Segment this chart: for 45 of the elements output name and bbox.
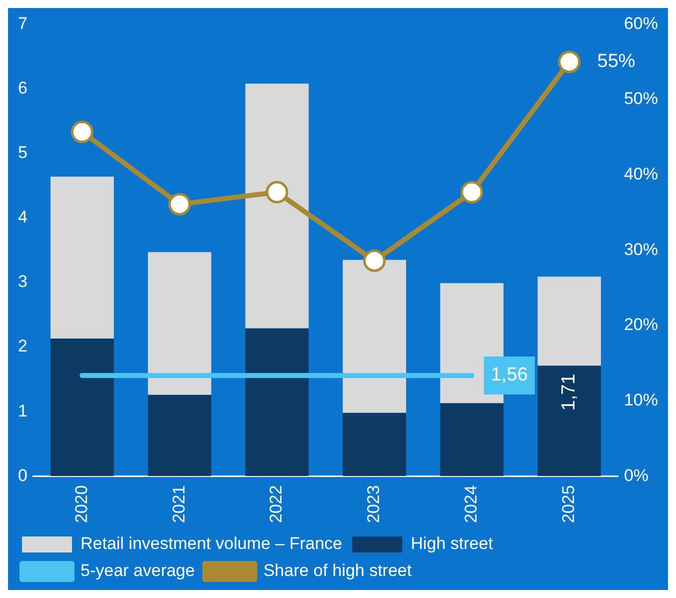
data-label: 1,71 xyxy=(558,374,580,411)
x-tick-label: 2022 xyxy=(266,485,286,524)
point xyxy=(70,120,94,144)
bar xyxy=(538,276,601,366)
y2-tick-label: 10% xyxy=(624,390,658,410)
x-tick-label: 2021 xyxy=(169,485,188,524)
y2-tick-label: 30% xyxy=(624,240,658,259)
y2-tick-label: 50% xyxy=(624,89,658,108)
x-tick-label: 2023 xyxy=(364,485,384,524)
y2-tick-label: 60% xyxy=(624,14,658,33)
x-tick-label: 2024 xyxy=(462,485,481,524)
y2-tick-label: 40% xyxy=(624,164,658,184)
bar xyxy=(538,366,601,476)
x-tick-label: 2025 xyxy=(558,485,578,524)
legend-label: Share of high street xyxy=(263,561,412,580)
bar xyxy=(440,403,504,476)
bar xyxy=(342,260,406,413)
y-tick-label: 3 xyxy=(18,272,28,292)
y-tick-label: 5 xyxy=(18,143,28,162)
y-tick-label: 6 xyxy=(18,78,28,98)
legend-label: 5-year average xyxy=(80,561,195,580)
y-tick-label: 2 xyxy=(18,336,28,356)
y-tick-label: 4 xyxy=(18,208,28,227)
y2-tick-label: 20% xyxy=(624,315,658,334)
legend-label: Retail investment volume – France xyxy=(80,534,342,554)
point xyxy=(460,180,484,204)
bar xyxy=(245,328,309,476)
legend-label: High street xyxy=(410,534,494,554)
bar xyxy=(148,394,212,476)
data-label: 55% xyxy=(597,51,636,72)
data-label: 1,56 xyxy=(490,364,528,386)
bar xyxy=(50,338,114,476)
y-tick-label: 7 xyxy=(18,14,28,33)
point xyxy=(168,192,191,216)
bar xyxy=(148,252,212,395)
point xyxy=(266,180,288,204)
bar xyxy=(342,412,406,476)
y-tick-label: 1 xyxy=(18,401,28,420)
bar xyxy=(245,84,309,328)
point xyxy=(363,249,386,272)
point xyxy=(558,50,581,74)
y-tick-label: 0 xyxy=(18,466,28,485)
y2-tick-label: 0% xyxy=(624,466,649,485)
bar xyxy=(50,176,114,339)
x-tick-label: 2020 xyxy=(72,485,91,524)
